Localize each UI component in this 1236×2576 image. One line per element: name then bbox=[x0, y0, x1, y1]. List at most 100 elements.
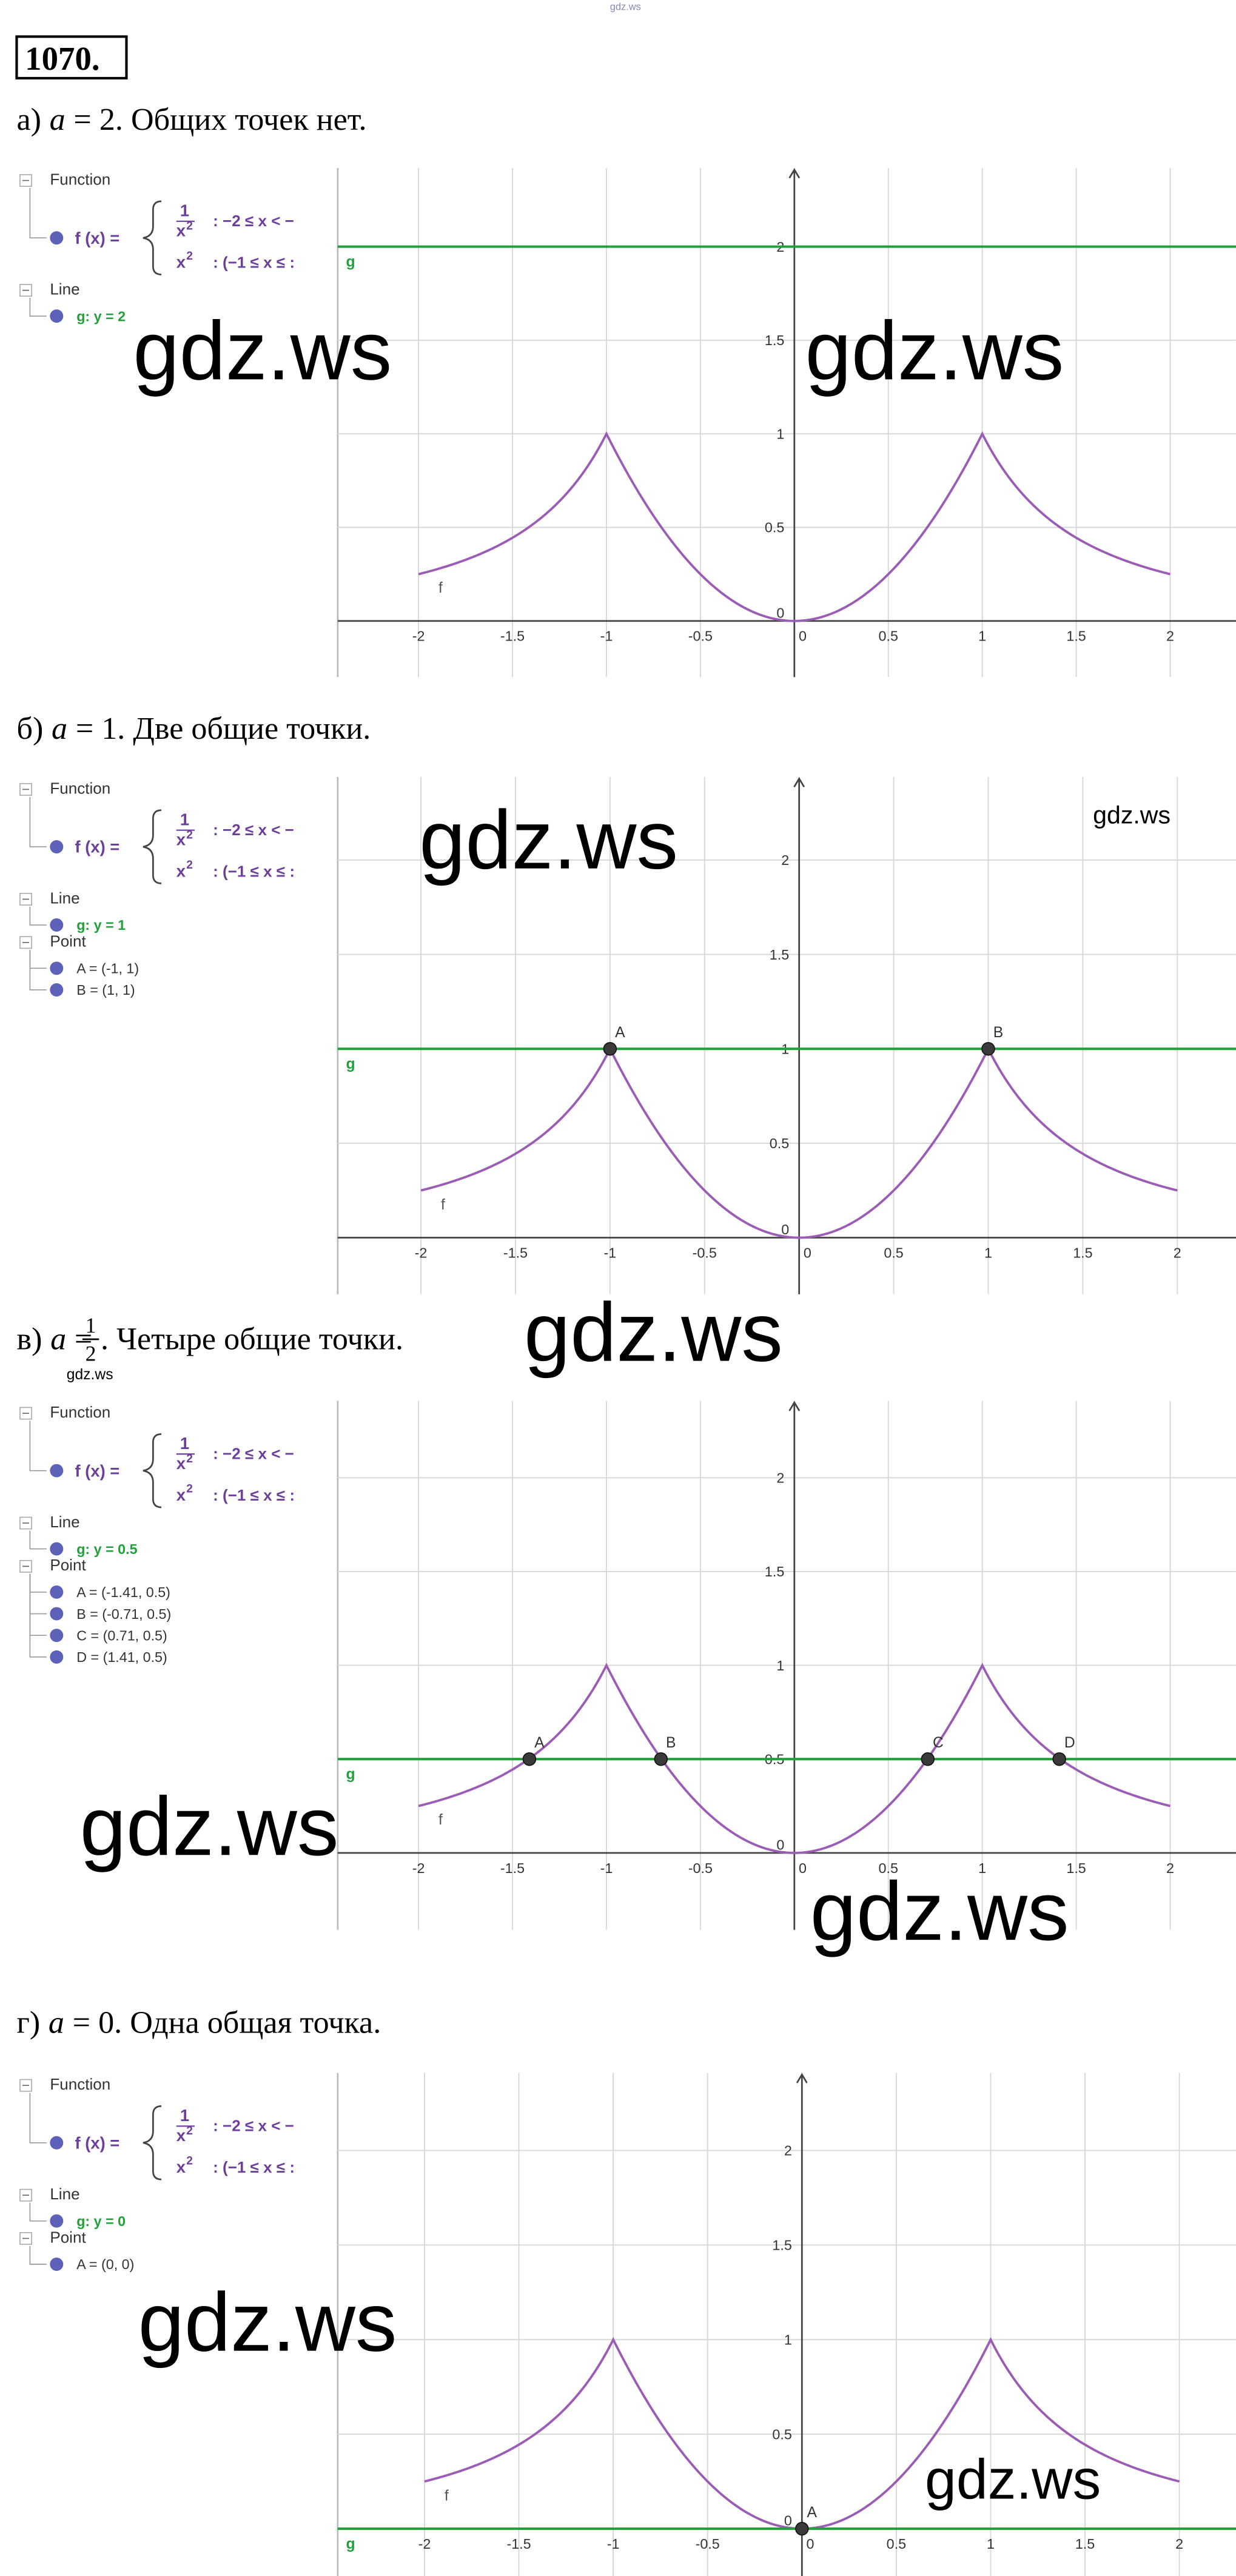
watermark: gdz.ws bbox=[67, 1367, 113, 1383]
section-heading: а) a = 2. Общих точек нет. bbox=[16, 103, 366, 137]
point-definition: B = (1, 1) bbox=[76, 982, 135, 998]
line-definition: g: y = 0.5 bbox=[76, 1541, 137, 1557]
y-tick-label: 1.5 bbox=[765, 1564, 784, 1579]
object-bullet bbox=[50, 840, 64, 854]
point-label: A bbox=[807, 2504, 818, 2521]
section: а) a = 2. Общих точек нет. Function f (x) = 1… bbox=[16, 103, 1236, 678]
tree-line bbox=[29, 1421, 47, 1471]
function-name: f (x) = bbox=[75, 1461, 119, 1480]
category-header: Function bbox=[50, 2075, 110, 2093]
condition: : (−1 ≤ x ≤ : bbox=[213, 254, 295, 272]
point-definition: D = (1.41, 0.5) bbox=[76, 1649, 167, 1665]
object-bullet bbox=[50, 2258, 64, 2271]
section: г) a = 0. Одна общая точка. Function f (x) =… bbox=[16, 2006, 1236, 2576]
x-tick-label: 0.5 bbox=[884, 1245, 903, 1260]
y-tick-label: 0.5 bbox=[765, 520, 784, 536]
graph-background bbox=[337, 776, 1236, 1294]
condition: : −2 ≤ x < − bbox=[213, 212, 294, 230]
function-name: f (x) = bbox=[75, 2133, 119, 2152]
intersection-point bbox=[981, 1041, 995, 1056]
x-tick-label: -2 bbox=[412, 628, 425, 644]
x-tick-label: -1 bbox=[607, 2536, 620, 2552]
tree-line bbox=[29, 2245, 47, 2265]
section-text: . Две общие точки. bbox=[117, 711, 371, 746]
category-header: Line bbox=[50, 1513, 79, 1531]
line-definition: g: y = 2 bbox=[76, 308, 126, 324]
fraction-numerator: 1 bbox=[180, 2106, 189, 2125]
exponent: 2 bbox=[186, 2154, 193, 2167]
y-tick-label: 0 bbox=[776, 1837, 784, 1852]
point-definition: B = (-0.71, 0.5) bbox=[76, 1606, 171, 1622]
line-label: g bbox=[346, 1766, 355, 1783]
x-tick-label: 1.5 bbox=[1066, 1860, 1086, 1876]
function-curve bbox=[418, 1663, 1171, 1854]
y-tick-label: 1.5 bbox=[772, 2238, 791, 2253]
base: x bbox=[176, 253, 186, 272]
axis-arrow bbox=[788, 168, 801, 179]
object-bullet bbox=[50, 2214, 64, 2228]
condition: : −2 ≤ x < − bbox=[213, 1444, 294, 1462]
x-tick-label: 0 bbox=[799, 628, 807, 644]
section-text: . Одна общая точка. bbox=[114, 2006, 381, 2040]
y-tick-label: 2 bbox=[776, 1470, 784, 1486]
point-label: B bbox=[993, 1024, 1003, 1041]
y-tick-label: 1.5 bbox=[765, 332, 784, 348]
content: а) a = 2. Общих точек нет. Function f (x) = 1… bbox=[16, 103, 1236, 2576]
tree-line bbox=[29, 1573, 47, 1658]
category-header: Point bbox=[50, 932, 86, 950]
equation-rest: = 1 bbox=[76, 711, 117, 746]
exponent: 2 bbox=[186, 1482, 193, 1495]
graph-background bbox=[337, 168, 1236, 678]
category-header: Point bbox=[50, 1556, 86, 1574]
watermarks: gdz.ws gdz.ws gdz.ws gdz.ws gdz.ws gdz.w… bbox=[67, 1, 1171, 2510]
x-tick-label: 2 bbox=[1174, 1245, 1181, 1260]
graph: -2 -1.5 -1 -0.5 0 0.5 1 1.5 2 0 0.5 1 1.5 2 f g A bbox=[337, 2073, 1236, 2576]
number-box bbox=[15, 35, 128, 79]
x-tick-label: -0.5 bbox=[688, 628, 713, 644]
watermark: gdz.ws bbox=[610, 1, 641, 12]
x-tick-label: -1.5 bbox=[500, 1860, 525, 1876]
fraction-denominator: x bbox=[176, 1454, 186, 1473]
object-bullet bbox=[50, 1629, 64, 1643]
object-bullet bbox=[50, 983, 64, 997]
watermark: gdz.ws bbox=[138, 2276, 397, 2369]
watermark: gdz.ws bbox=[810, 1865, 1069, 1958]
section: б) a = 1. Две общие точки. Function f (x) = 1… bbox=[16, 711, 1236, 1294]
tree-line bbox=[29, 297, 47, 317]
line-label: g bbox=[346, 2536, 355, 2552]
x-tick-label: 0.5 bbox=[879, 1860, 898, 1876]
axis-arrow bbox=[793, 776, 805, 788]
y-tick-label: 0 bbox=[784, 2513, 792, 2529]
tree-line bbox=[29, 950, 47, 969]
tree-line bbox=[29, 796, 47, 847]
equation-variable: a bbox=[50, 103, 65, 137]
y-tick-label: 1 bbox=[776, 426, 784, 442]
intersection-point bbox=[654, 1752, 668, 1766]
exponent: 2 bbox=[186, 1453, 193, 1465]
y-tick-label: 1 bbox=[784, 2332, 792, 2347]
equation-variable: a bbox=[50, 1322, 66, 1356]
intersection-point bbox=[921, 1752, 935, 1766]
tree-line bbox=[29, 1530, 47, 1550]
tree-line bbox=[29, 1573, 47, 1636]
fraction-denominator: x bbox=[176, 830, 186, 849]
object-bullet bbox=[50, 1542, 64, 1556]
exponent: 2 bbox=[186, 250, 193, 263]
tree-line bbox=[29, 906, 47, 926]
x-tick-label: 1.5 bbox=[1073, 1245, 1092, 1260]
y-tick-label: 0.5 bbox=[772, 2426, 791, 2442]
x-tick-label: -2 bbox=[418, 2536, 431, 2552]
x-tick-label: 0.5 bbox=[879, 628, 898, 644]
section-text: . Четыре общие точки. bbox=[101, 1322, 403, 1356]
exponent: 2 bbox=[186, 2125, 193, 2137]
curve-label: f bbox=[438, 1812, 443, 1828]
tree-line bbox=[29, 1573, 47, 1615]
watermark: gdz.ws bbox=[925, 2448, 1101, 2511]
function-name: f (x) = bbox=[75, 229, 119, 247]
x-tick-label: 1 bbox=[984, 1245, 992, 1260]
